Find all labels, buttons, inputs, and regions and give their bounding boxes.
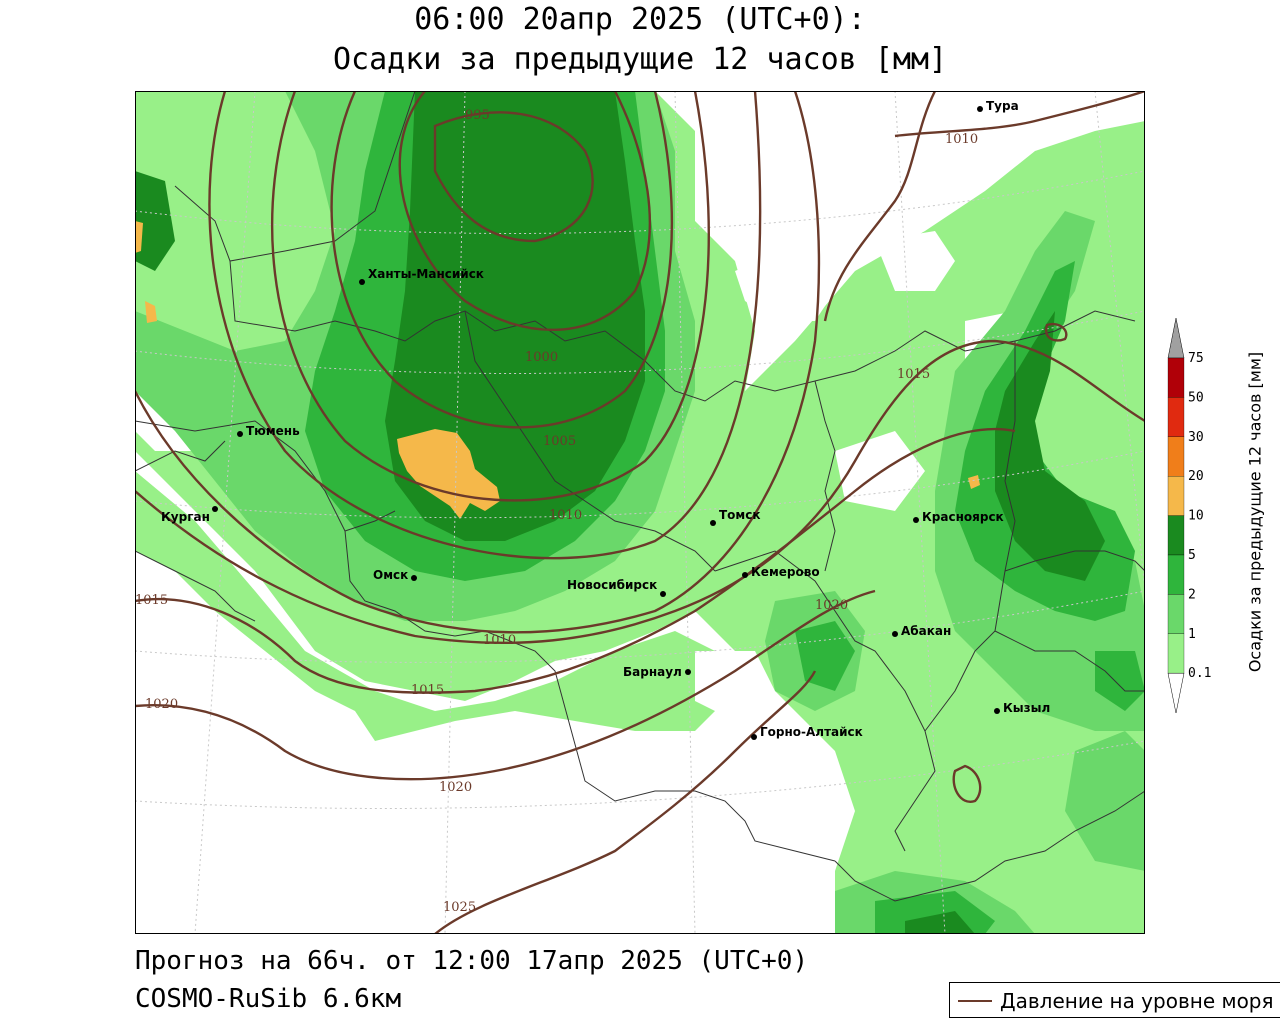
city-abakan: Абакан bbox=[892, 624, 951, 638]
precipitation-map: 1010 1015 1020 1025 995 1000 1005 1010 1… bbox=[135, 91, 1145, 934]
pressure-legend-label: Давление на уровне моря bbox=[1000, 989, 1274, 1013]
colorbar-segment bbox=[1167, 633, 1185, 674]
city-omsk: Омск bbox=[373, 568, 417, 582]
colorbar-segment bbox=[1167, 515, 1185, 556]
city-tomsk: Томск bbox=[710, 508, 761, 526]
city-kyzyl: Кызыл bbox=[994, 701, 1050, 715]
colorbar-tick-label: 50 bbox=[1188, 390, 1204, 405]
city-krasnoyarsk: Красноярск bbox=[913, 510, 1004, 524]
colorbar-overflow-triangle bbox=[1167, 318, 1185, 359]
map-title-time: 06:00 20апр 2025 (UTC+0): bbox=[414, 2, 866, 37]
colorbar-segment bbox=[1167, 357, 1185, 398]
map-title-variable: Осадки за предыдущие 12 часов [мм] bbox=[332, 42, 948, 77]
city-label: Абакан bbox=[901, 624, 951, 638]
city-label: Омск bbox=[373, 568, 408, 582]
colorbar-tick-label: 5 bbox=[1188, 548, 1196, 563]
colorbar-segment bbox=[1167, 594, 1185, 634]
city-label: Новосибирск bbox=[567, 578, 657, 592]
precipitation-colorbar: 0.1 1 2 5 10 20 30 50 75 bbox=[1167, 318, 1211, 713]
city-khanty-mansiysk: Ханты-Мансийск bbox=[359, 267, 484, 285]
colorbar-tick-label: 20 bbox=[1188, 469, 1204, 484]
city-novosibirsk: Новосибирск bbox=[567, 578, 666, 597]
isobar-labels: 1010 1015 1020 1025 995 1000 1005 1010 1… bbox=[135, 108, 978, 915]
city-gorno-altaysk: Горно-Алтайск bbox=[751, 725, 863, 740]
city-label: Тура bbox=[986, 99, 1019, 113]
city-label: Ханты-Мансийск bbox=[368, 267, 484, 281]
colorbar-segment bbox=[1167, 476, 1185, 516]
city-label: Красноярск bbox=[922, 510, 1004, 524]
isobar-label: 1010 bbox=[483, 633, 516, 648]
city-label: Барнаул bbox=[623, 665, 682, 679]
colorbar-title: Осадки за предыдущие 12 часов [мм] bbox=[1245, 351, 1265, 673]
isobar-label: 1020 bbox=[439, 780, 472, 795]
isobar-label: 1010 bbox=[945, 132, 978, 147]
colorbar-segment bbox=[1167, 397, 1185, 437]
city-label: Горно-Алтайск bbox=[760, 725, 863, 739]
colorbar-tick-label: 30 bbox=[1188, 430, 1204, 445]
colorbar-underflow-triangle bbox=[1167, 672, 1185, 713]
colorbar-segment bbox=[1167, 554, 1185, 595]
city-barnaul: Барнаул bbox=[623, 665, 691, 679]
city-tura: Тура bbox=[977, 99, 1019, 113]
isobar-label: 1020 bbox=[815, 598, 848, 613]
cities: Тура Ханты-Мансийск Тюмень Курган Омск Н… bbox=[161, 99, 1050, 740]
colorbar-tick-label: 10 bbox=[1188, 509, 1204, 524]
graticule bbox=[135, 91, 1145, 934]
isobar-label: 1015 bbox=[135, 593, 168, 608]
city-label: Курган bbox=[161, 510, 210, 524]
isobar-label: 1020 bbox=[145, 697, 178, 712]
colorbar-tick-label: 0.1 bbox=[1188, 666, 1211, 681]
precipitation-field bbox=[135, 91, 1145, 934]
model-name: COSMO-RuSib 6.6км bbox=[135, 984, 402, 1014]
isobar-label: 1015 bbox=[897, 367, 930, 382]
isobar-label: 995 bbox=[465, 108, 490, 123]
isobar-label: 1010 bbox=[549, 508, 582, 523]
city-kurgan: Курган bbox=[161, 506, 218, 524]
isobar-label: 1015 bbox=[411, 683, 444, 698]
city-label: Кемерово bbox=[751, 565, 820, 579]
isobar-label: 1025 bbox=[443, 900, 476, 915]
colorbar-tick-label: 2 bbox=[1188, 587, 1196, 602]
pressure-legend: Давление на уровне моря bbox=[949, 982, 1280, 1018]
colorbar-segment bbox=[1167, 436, 1185, 477]
city-kemerovo: Кемерово bbox=[742, 565, 820, 579]
pressure-line-swatch bbox=[958, 1000, 992, 1002]
city-label: Томск bbox=[719, 508, 761, 522]
colorbar-tick-label: 75 bbox=[1188, 351, 1204, 366]
isobar-label: 1005 bbox=[543, 434, 576, 449]
city-tyumen: Тюмень bbox=[237, 424, 300, 438]
colorbar-tick-label: 1 bbox=[1188, 627, 1196, 642]
city-label: Кызыл bbox=[1003, 701, 1050, 715]
city-label: Тюмень bbox=[246, 424, 300, 438]
isobar-label: 1000 bbox=[525, 350, 558, 365]
forecast-info: Прогноз на 66ч. от 12:00 17апр 2025 (UTC… bbox=[135, 946, 809, 976]
